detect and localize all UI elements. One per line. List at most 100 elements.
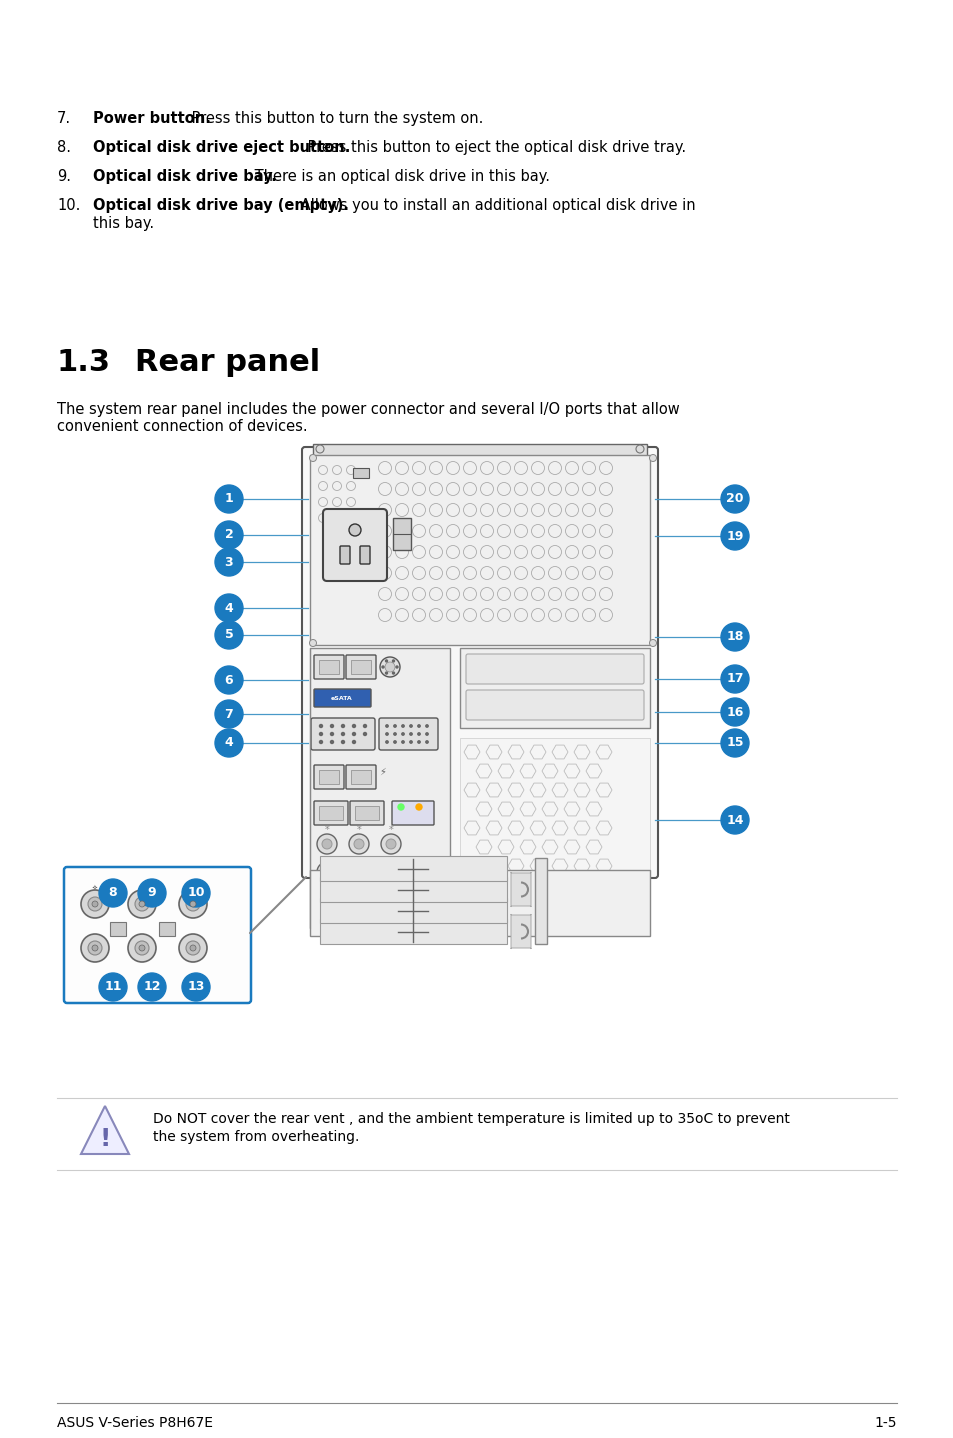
Circle shape bbox=[352, 732, 355, 735]
Circle shape bbox=[649, 454, 656, 462]
FancyBboxPatch shape bbox=[314, 765, 344, 789]
FancyBboxPatch shape bbox=[314, 801, 348, 825]
Bar bbox=[319, 877, 506, 902]
Circle shape bbox=[401, 733, 404, 735]
Circle shape bbox=[381, 666, 384, 669]
FancyBboxPatch shape bbox=[392, 801, 434, 825]
FancyBboxPatch shape bbox=[314, 654, 344, 679]
Circle shape bbox=[425, 725, 428, 728]
Bar bbox=[353, 467, 369, 477]
Bar bbox=[459, 649, 649, 728]
Circle shape bbox=[425, 741, 428, 743]
Text: 10.: 10. bbox=[57, 198, 80, 213]
Circle shape bbox=[179, 890, 207, 917]
FancyBboxPatch shape bbox=[64, 867, 251, 1002]
Circle shape bbox=[341, 725, 344, 728]
Circle shape bbox=[135, 940, 149, 955]
Text: *: * bbox=[356, 825, 361, 835]
Bar bbox=[318, 660, 338, 674]
FancyBboxPatch shape bbox=[359, 546, 370, 564]
Text: Allows you to install an additional optical disk drive in: Allows you to install an additional opti… bbox=[295, 198, 695, 213]
Circle shape bbox=[379, 657, 399, 677]
Text: 11: 11 bbox=[104, 981, 122, 994]
FancyBboxPatch shape bbox=[378, 718, 437, 751]
Bar bbox=[355, 807, 378, 820]
Circle shape bbox=[397, 804, 403, 810]
Circle shape bbox=[341, 741, 344, 743]
Text: convenient connection of devices.: convenient connection of devices. bbox=[57, 418, 307, 434]
Text: 1: 1 bbox=[224, 492, 233, 506]
Bar bbox=[310, 454, 649, 646]
Text: 8.: 8. bbox=[57, 139, 71, 155]
FancyBboxPatch shape bbox=[465, 690, 643, 720]
Circle shape bbox=[363, 725, 366, 728]
Bar bbox=[313, 444, 646, 456]
Text: 1-5: 1-5 bbox=[874, 1416, 896, 1429]
Circle shape bbox=[352, 725, 355, 728]
Text: There is an optical disk drive in this bay.: There is an optical disk drive in this b… bbox=[250, 170, 550, 184]
Circle shape bbox=[88, 940, 102, 955]
Circle shape bbox=[720, 697, 748, 726]
Text: 17: 17 bbox=[725, 673, 743, 686]
Bar bbox=[310, 649, 450, 928]
FancyBboxPatch shape bbox=[346, 765, 375, 789]
Circle shape bbox=[720, 623, 748, 651]
Circle shape bbox=[401, 725, 404, 728]
Circle shape bbox=[322, 867, 332, 877]
Text: The system rear panel includes the power connector and several I/O ports that al: The system rear panel includes the power… bbox=[57, 403, 679, 417]
Circle shape bbox=[349, 523, 360, 536]
Circle shape bbox=[410, 725, 412, 728]
Circle shape bbox=[352, 741, 355, 743]
Circle shape bbox=[88, 897, 102, 912]
Circle shape bbox=[395, 666, 397, 669]
Circle shape bbox=[186, 940, 200, 955]
Circle shape bbox=[330, 732, 334, 735]
Circle shape bbox=[214, 594, 243, 623]
Circle shape bbox=[214, 521, 243, 549]
Circle shape bbox=[316, 861, 336, 881]
Circle shape bbox=[322, 838, 332, 848]
Circle shape bbox=[392, 660, 395, 661]
Circle shape bbox=[386, 838, 395, 848]
Circle shape bbox=[720, 485, 748, 513]
Circle shape bbox=[319, 725, 322, 728]
Text: the system from overheating.: the system from overheating. bbox=[152, 1130, 359, 1145]
Bar bbox=[351, 660, 371, 674]
Bar bbox=[159, 922, 174, 936]
Circle shape bbox=[182, 879, 210, 907]
Circle shape bbox=[410, 741, 412, 743]
Circle shape bbox=[394, 741, 395, 743]
Circle shape bbox=[417, 741, 419, 743]
Bar bbox=[110, 922, 126, 936]
Circle shape bbox=[380, 861, 400, 881]
Circle shape bbox=[330, 725, 334, 728]
Text: 20: 20 bbox=[725, 492, 743, 506]
Circle shape bbox=[385, 660, 387, 661]
Bar bbox=[318, 807, 343, 820]
Bar bbox=[318, 769, 338, 784]
Circle shape bbox=[385, 725, 388, 728]
FancyBboxPatch shape bbox=[314, 689, 371, 707]
Circle shape bbox=[139, 902, 145, 907]
Text: Do NOT cover the rear vent , and the ambient temperature is limited up to 35oC t: Do NOT cover the rear vent , and the amb… bbox=[152, 1112, 789, 1126]
Circle shape bbox=[354, 838, 364, 848]
Text: ⚡: ⚡ bbox=[379, 766, 386, 777]
Text: ✧: ✧ bbox=[190, 884, 195, 892]
Circle shape bbox=[649, 640, 656, 647]
Bar bbox=[319, 919, 506, 943]
Circle shape bbox=[720, 729, 748, 756]
Circle shape bbox=[309, 454, 316, 462]
Bar bbox=[319, 897, 506, 923]
Circle shape bbox=[99, 974, 127, 1001]
Text: Optical disk drive bay (empty).: Optical disk drive bay (empty). bbox=[92, 198, 349, 213]
Bar bbox=[535, 858, 546, 943]
FancyBboxPatch shape bbox=[302, 447, 658, 879]
Circle shape bbox=[214, 548, 243, 577]
Circle shape bbox=[330, 741, 334, 743]
Circle shape bbox=[139, 945, 145, 951]
Circle shape bbox=[214, 485, 243, 513]
Circle shape bbox=[182, 974, 210, 1001]
Polygon shape bbox=[81, 1106, 129, 1155]
Text: 1.3: 1.3 bbox=[57, 348, 111, 377]
Text: 18: 18 bbox=[725, 630, 743, 643]
